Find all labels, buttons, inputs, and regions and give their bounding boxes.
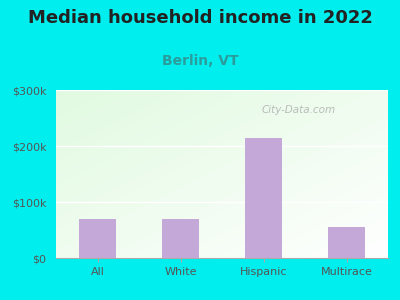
Text: Berlin, VT: Berlin, VT [162,54,238,68]
Bar [162,219,199,258]
Text: Median household income in 2022: Median household income in 2022 [28,9,372,27]
Bar [245,138,282,258]
Text: City-Data.com: City-Data.com [261,105,336,115]
Bar [328,227,365,258]
Bar [79,219,116,258]
